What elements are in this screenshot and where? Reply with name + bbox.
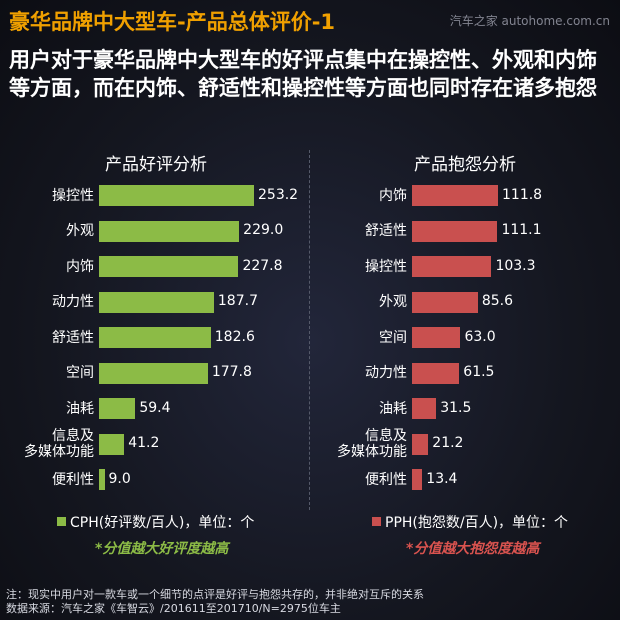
cph-category-label: 便利性: [52, 472, 94, 488]
cph-bar: [99, 256, 239, 277]
pph-note: *分值越大抱怨度越高: [406, 541, 540, 557]
cph-category-label: 空间: [66, 365, 94, 381]
pph-bar: [412, 291, 478, 313]
page-title: 豪华品牌中大型车-产品总体评价-1: [9, 10, 336, 34]
cph-category-line: 信息及: [52, 428, 94, 444]
footer: 注：现实中用户对一款车或一个细节的点评是好评与抱怨共存的，并非绝对互斥的关系 数…: [6, 588, 424, 616]
watermark: 汽车之家 autohome.com.cn: [449, 14, 610, 28]
cph-chart-title: 产品好评分析: [105, 155, 207, 175]
pph-category-label: 空间: [379, 330, 407, 346]
cph-category-line: 动力性: [52, 294, 94, 310]
cph-category-label: 操控性: [52, 188, 94, 204]
pph-category-line: 内饰: [379, 187, 407, 204]
pph-category-label: 动力性: [365, 365, 407, 381]
cph-legend: CPH(好评数/百人)，单位：个: [57, 512, 254, 532]
cph-bar: [99, 398, 136, 419]
pph-value-label: 63.0: [464, 328, 496, 345]
footer-source: 数据来源：汽车之家《车智云》/201611至201710/N=2975位车主: [6, 602, 341, 615]
cph-category-line: 操控性: [52, 187, 94, 204]
cph-bar: [99, 433, 125, 455]
cph-bar: [99, 469, 105, 490]
pph-category-label: 信息及 多媒体功能: [337, 428, 407, 460]
cph-bar: [99, 291, 214, 313]
pph-chart-title: 产品抱怨分析: [414, 155, 516, 175]
cph-note: *分值越大好评度越高: [95, 541, 229, 557]
pph-category-line: 动力性: [365, 365, 407, 381]
cph-category-line: 多媒体功能: [24, 444, 94, 460]
pph-category-label: 内饰: [379, 188, 407, 204]
pph-bar: [412, 327, 461, 348]
pph-category-label: 油耗: [379, 401, 407, 417]
cph-value-label: 227.8: [242, 257, 283, 274]
page-subtitle: 用户对于豪华品牌中大型车的好评点集中在操控性、外观和内饰等方面，而在内饰、舒适性…: [9, 48, 597, 100]
pph-bar: [412, 398, 437, 419]
cph-value-label: 187.7: [217, 293, 258, 309]
cph-value-label: 177.8: [211, 364, 252, 380]
cph-category-label: 动力性: [52, 294, 94, 310]
header: 豪华品牌中大型车-产品总体评价-1 汽车之家 autohome.com.cn: [0, 0, 620, 42]
cph-category-line: 油耗: [66, 400, 94, 417]
pph-category-label: 操控性: [365, 259, 407, 275]
pph-bar: [412, 256, 492, 277]
pph-category-label: 舒适性: [365, 223, 407, 239]
pph-value-label: 103.3: [495, 257, 536, 274]
pph-bar: [412, 433, 429, 455]
cph-value-label: 41.2: [128, 435, 160, 451]
cph-value-label: 9.0: [108, 470, 131, 487]
cph-bar: [99, 220, 240, 242]
cph-value-label: 59.4: [139, 399, 171, 416]
pph-value-label: 13.4: [426, 470, 458, 487]
footer-note: 注：现实中用户对一款车或一个细节的点评是好评与抱怨共存的，并非绝对互斥的关系: [6, 588, 424, 601]
pph-value-label: 21.2: [432, 435, 464, 451]
pph-category-label: 便利性: [365, 472, 407, 488]
pph-value-label: 85.6: [481, 293, 514, 309]
cph-category-label: 内饰: [66, 259, 94, 275]
pph-category-line: 舒适性: [365, 223, 407, 239]
pph-value-label: 31.5: [440, 399, 472, 416]
cph-bar: [99, 185, 254, 206]
cph-category-line: 舒适性: [52, 329, 94, 346]
cph-category-label: 舒适性: [52, 330, 94, 346]
cph-bar: [99, 327, 211, 348]
pph-bar: [412, 469, 423, 490]
pph-legend-label: PPH(抱怨数/百人)，单位：个: [385, 515, 569, 531]
cph-category-label: 油耗: [66, 401, 94, 417]
cph-value-label: 229.0: [243, 222, 284, 238]
pph-category-line: 空间: [379, 329, 407, 346]
cph-category-label: 外观: [66, 223, 94, 239]
cph-category-line: 外观: [66, 223, 94, 239]
pph-legend: PPH(抱怨数/百人)，单位：个: [372, 512, 568, 532]
pph-legend-swatch: [372, 517, 381, 526]
pph-category-line: 油耗: [379, 400, 407, 417]
pph-category-label: 外观: [379, 294, 407, 310]
pph-bar: [412, 185, 498, 206]
cph-category-line: 便利性: [52, 471, 94, 488]
cph-legend-label: CPH(好评数/百人)，单位：个: [70, 515, 255, 531]
pph-value-label: 111.8: [502, 186, 543, 203]
pph-value-label: 61.5: [463, 364, 495, 380]
cph-category-label: 信息及 多媒体功能: [24, 428, 94, 460]
pph-category-line: 外观: [379, 294, 407, 310]
cph-category-line: 内饰: [66, 258, 94, 275]
pph-bar: [412, 220, 498, 242]
pph-category-line: 便利性: [365, 471, 407, 488]
pph-category-line: 多媒体功能: [337, 444, 407, 460]
chart-divider: [309, 150, 310, 510]
pph-category-line: 操控性: [365, 258, 407, 275]
pph-category-line: 信息及: [365, 428, 407, 444]
cph-value-label: 253.2: [258, 186, 299, 203]
cph-legend-swatch: [57, 517, 66, 526]
cph-bar: [99, 362, 208, 384]
cph-value-label: 182.6: [214, 328, 255, 345]
cph-category-line: 空间: [66, 365, 94, 381]
pph-bar: [412, 362, 460, 384]
pph-value-label: 111.1: [501, 222, 542, 238]
